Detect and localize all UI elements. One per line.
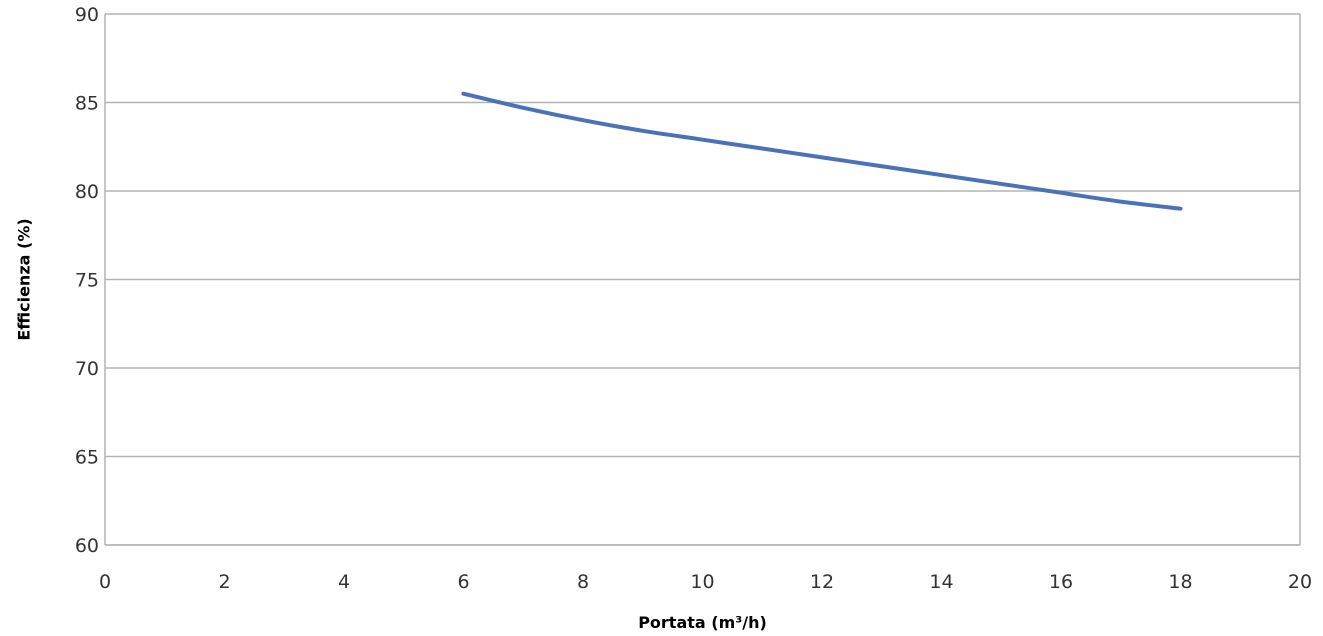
y-tick-label: 75 — [75, 270, 99, 292]
x-tick-label: 0 — [99, 571, 111, 593]
x-tick-label: 2 — [218, 571, 230, 593]
x-tick-label: 8 — [577, 571, 589, 593]
y-tick-label: 65 — [75, 447, 99, 469]
x-tick-label: 14 — [929, 571, 953, 593]
x-axis-title: Portata (m³/h) — [638, 613, 767, 632]
y-axis-title: Efficienza (%) — [15, 218, 34, 340]
y-tick-label: 80 — [75, 181, 99, 203]
x-tick-label: 20 — [1288, 571, 1312, 593]
x-tick-label: 10 — [690, 571, 714, 593]
plot-frame — [104, 14, 1301, 546]
series-lines — [461, 91, 1183, 211]
y-axis-ticks: 60 65 70 75 80 85 90 — [75, 4, 99, 557]
x-tick-label: 12 — [810, 571, 834, 593]
y-tick-label: 60 — [75, 535, 99, 557]
y-tick-label: 85 — [75, 93, 99, 115]
x-tick-label: 18 — [1168, 571, 1192, 593]
y-tick-label: 90 — [75, 4, 99, 26]
x-tick-label: 6 — [457, 571, 469, 593]
x-tick-label: 16 — [1049, 571, 1073, 593]
x-tick-label: 4 — [338, 571, 350, 593]
series-line — [461, 91, 1183, 211]
gridlines — [105, 13, 1300, 546]
y-tick-label: 70 — [75, 358, 99, 380]
x-axis-ticks: 0 2 4 6 8 10 12 14 16 18 20 — [99, 571, 1312, 593]
